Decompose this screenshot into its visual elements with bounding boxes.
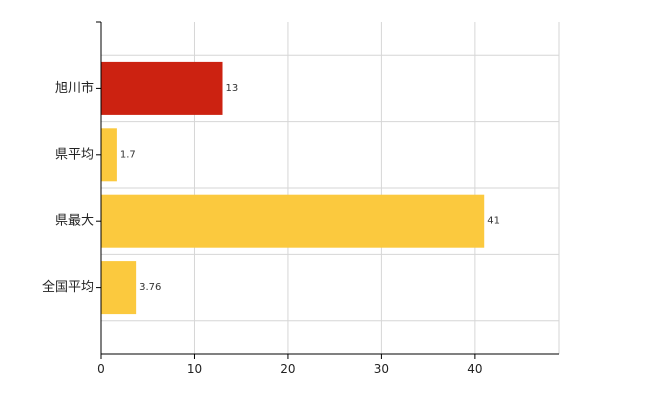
- data-label: 13: [226, 83, 239, 94]
- x-tick-label: 40: [467, 362, 482, 376]
- bar-1[interactable]: [101, 61, 223, 115]
- axis-layer: [96, 21, 559, 359]
- data-label: 3.76: [139, 282, 161, 293]
- data-label: 1.7: [120, 149, 136, 160]
- x-tick-label: 0: [97, 362, 105, 376]
- category-label: 県平均: [55, 147, 94, 162]
- data-label: 41: [487, 216, 500, 227]
- bar-layer: [101, 61, 485, 315]
- label-layer: 旭川市 13 県平均 1.7 県最大 41 全国平均 3.76 0 10 20 30 40: [42, 80, 500, 376]
- grid-layer: [101, 22, 560, 354]
- category-label: 全国平均: [42, 279, 94, 295]
- x-tick-label: 20: [280, 362, 295, 376]
- category-label: 旭川市: [55, 80, 94, 96]
- category-label: 県最大: [55, 214, 94, 229]
- bar-3[interactable]: [101, 194, 485, 248]
- bar-4[interactable]: [101, 261, 137, 315]
- x-tick-label: 10: [187, 362, 202, 376]
- x-tick-label: 30: [374, 362, 389, 376]
- bar-2[interactable]: [101, 128, 117, 182]
